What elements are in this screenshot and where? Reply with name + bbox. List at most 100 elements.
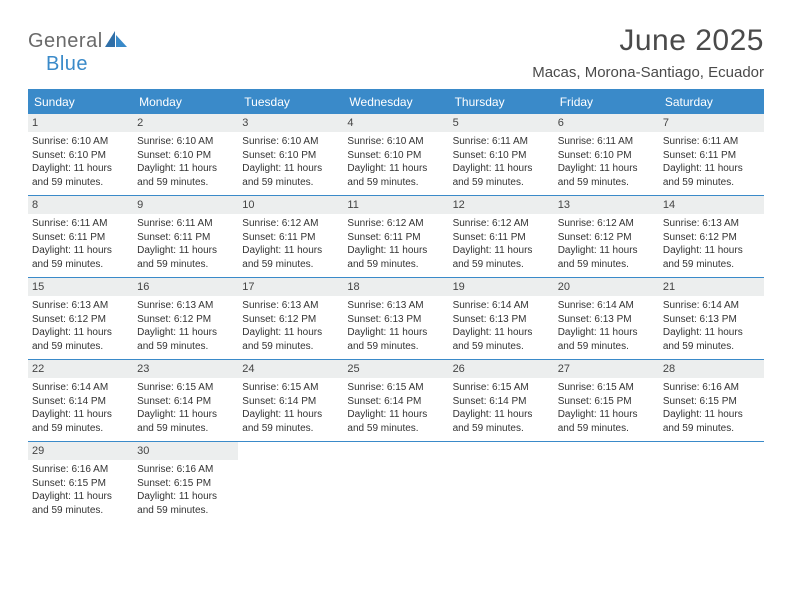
day-number: 10	[238, 196, 343, 214]
day-number: 5	[449, 114, 554, 132]
weekday-header: Thursday	[449, 90, 554, 114]
sunrise-line: Sunrise: 6:12 AM	[453, 217, 550, 231]
sunrise-line: Sunrise: 6:15 AM	[137, 381, 234, 395]
daylight-line: Daylight: 11 hours and 59 minutes.	[663, 326, 760, 353]
daylight-line: Daylight: 11 hours and 59 minutes.	[347, 326, 444, 353]
sunrise-line: Sunrise: 6:11 AM	[453, 135, 550, 149]
sunset-line: Sunset: 6:12 PM	[137, 313, 234, 327]
sunset-line: Sunset: 6:14 PM	[242, 395, 339, 409]
daylight-line: Daylight: 11 hours and 59 minutes.	[558, 162, 655, 189]
daylight-line: Daylight: 11 hours and 59 minutes.	[347, 162, 444, 189]
daylight-line: Daylight: 11 hours and 59 minutes.	[453, 162, 550, 189]
day-cell: 11Sunrise: 6:12 AMSunset: 6:11 PMDayligh…	[343, 196, 448, 277]
sunrise-line: Sunrise: 6:13 AM	[242, 299, 339, 313]
day-number: 6	[554, 114, 659, 132]
daylight-line: Daylight: 11 hours and 59 minutes.	[242, 162, 339, 189]
day-cell: 2Sunrise: 6:10 AMSunset: 6:10 PMDaylight…	[133, 114, 238, 195]
sunset-line: Sunset: 6:11 PM	[663, 149, 760, 163]
sunrise-line: Sunrise: 6:16 AM	[32, 463, 129, 477]
daylight-line: Daylight: 11 hours and 59 minutes.	[242, 326, 339, 353]
sunrise-line: Sunrise: 6:16 AM	[663, 381, 760, 395]
sunrise-line: Sunrise: 6:11 AM	[558, 135, 655, 149]
day-cell: 4Sunrise: 6:10 AMSunset: 6:10 PMDaylight…	[343, 114, 448, 195]
sunrise-line: Sunrise: 6:13 AM	[32, 299, 129, 313]
daylight-line: Daylight: 11 hours and 59 minutes.	[663, 244, 760, 271]
sunrise-line: Sunrise: 6:12 AM	[242, 217, 339, 231]
sunset-line: Sunset: 6:10 PM	[558, 149, 655, 163]
day-number: 30	[133, 442, 238, 460]
daylight-line: Daylight: 11 hours and 59 minutes.	[347, 408, 444, 435]
daylight-line: Daylight: 11 hours and 59 minutes.	[242, 408, 339, 435]
sunset-line: Sunset: 6:14 PM	[453, 395, 550, 409]
week-row: 8Sunrise: 6:11 AMSunset: 6:11 PMDaylight…	[28, 196, 764, 278]
logo-word-2: Blue	[28, 53, 88, 75]
day-number: 19	[449, 278, 554, 296]
weekday-header: Saturday	[659, 90, 764, 114]
sunrise-line: Sunrise: 6:15 AM	[242, 381, 339, 395]
weekday-header: Wednesday	[343, 90, 448, 114]
day-number: 27	[554, 360, 659, 378]
day-number: 28	[659, 360, 764, 378]
sunrise-line: Sunrise: 6:10 AM	[32, 135, 129, 149]
day-number: 2	[133, 114, 238, 132]
sunset-line: Sunset: 6:12 PM	[663, 231, 760, 245]
day-number: 20	[554, 278, 659, 296]
sunset-line: Sunset: 6:14 PM	[32, 395, 129, 409]
sunrise-line: Sunrise: 6:14 AM	[558, 299, 655, 313]
day-number: 29	[28, 442, 133, 460]
sunset-line: Sunset: 6:14 PM	[347, 395, 444, 409]
sunset-line: Sunset: 6:10 PM	[32, 149, 129, 163]
week-row: 1Sunrise: 6:10 AMSunset: 6:10 PMDaylight…	[28, 114, 764, 196]
daylight-line: Daylight: 11 hours and 59 minutes.	[137, 244, 234, 271]
day-cell: 21Sunrise: 6:14 AMSunset: 6:13 PMDayligh…	[659, 278, 764, 359]
daylight-line: Daylight: 11 hours and 59 minutes.	[453, 408, 550, 435]
day-number: 17	[238, 278, 343, 296]
sunrise-line: Sunrise: 6:13 AM	[137, 299, 234, 313]
sunset-line: Sunset: 6:11 PM	[242, 231, 339, 245]
sunset-line: Sunset: 6:10 PM	[242, 149, 339, 163]
day-cell: 3Sunrise: 6:10 AMSunset: 6:10 PMDaylight…	[238, 114, 343, 195]
day-number: 26	[449, 360, 554, 378]
day-cell-empty	[449, 442, 554, 523]
day-cell: 25Sunrise: 6:15 AMSunset: 6:14 PMDayligh…	[343, 360, 448, 441]
logo-text-block: General Blue	[28, 30, 128, 76]
sunset-line: Sunset: 6:10 PM	[453, 149, 550, 163]
day-cell: 20Sunrise: 6:14 AMSunset: 6:13 PMDayligh…	[554, 278, 659, 359]
daylight-line: Daylight: 11 hours and 59 minutes.	[558, 244, 655, 271]
day-number: 15	[28, 278, 133, 296]
sunrise-line: Sunrise: 6:13 AM	[663, 217, 760, 231]
daylight-line: Daylight: 11 hours and 59 minutes.	[32, 244, 129, 271]
daylight-line: Daylight: 11 hours and 59 minutes.	[242, 244, 339, 271]
sunrise-line: Sunrise: 6:10 AM	[347, 135, 444, 149]
sunrise-line: Sunrise: 6:15 AM	[453, 381, 550, 395]
sunset-line: Sunset: 6:13 PM	[558, 313, 655, 327]
day-number: 4	[343, 114, 448, 132]
day-number: 7	[659, 114, 764, 132]
daylight-line: Daylight: 11 hours and 59 minutes.	[663, 408, 760, 435]
logo-sail-icon	[105, 31, 127, 47]
sunset-line: Sunset: 6:13 PM	[453, 313, 550, 327]
day-cell: 17Sunrise: 6:13 AMSunset: 6:12 PMDayligh…	[238, 278, 343, 359]
daylight-line: Daylight: 11 hours and 59 minutes.	[347, 244, 444, 271]
week-row: 29Sunrise: 6:16 AMSunset: 6:15 PMDayligh…	[28, 442, 764, 523]
day-cell: 5 Sunrise: 6:11 AMSunset: 6:10 PMDaylight…	[449, 114, 554, 195]
sunrise-line: Sunrise: 6:14 AM	[453, 299, 550, 313]
day-number: 22	[28, 360, 133, 378]
daylight-line: Daylight: 11 hours and 59 minutes.	[137, 326, 234, 353]
sunrise-line: Sunrise: 6:11 AM	[663, 135, 760, 149]
day-cell-empty	[343, 442, 448, 523]
weekday-header: Tuesday	[238, 90, 343, 114]
weekday-header: Monday	[133, 90, 238, 114]
sunrise-line: Sunrise: 6:14 AM	[663, 299, 760, 313]
sunrise-line: Sunrise: 6:16 AM	[137, 463, 234, 477]
day-cell: 1Sunrise: 6:10 AMSunset: 6:10 PMDaylight…	[28, 114, 133, 195]
daylight-line: Daylight: 11 hours and 59 minutes.	[32, 490, 129, 517]
location-text: Macas, Morona-Santiago, Ecuador	[532, 64, 764, 81]
daylight-line: Daylight: 11 hours and 59 minutes.	[558, 408, 655, 435]
sunset-line: Sunset: 6:11 PM	[453, 231, 550, 245]
day-number: 1	[28, 114, 133, 132]
day-cell: 12Sunrise: 6:12 AMSunset: 6:11 PMDayligh…	[449, 196, 554, 277]
calendar-page: General Blue June 2025 Macas, Morona-San…	[0, 0, 792, 543]
week-row: 22Sunrise: 6:14 AMSunset: 6:14 PMDayligh…	[28, 360, 764, 442]
day-number: 24	[238, 360, 343, 378]
